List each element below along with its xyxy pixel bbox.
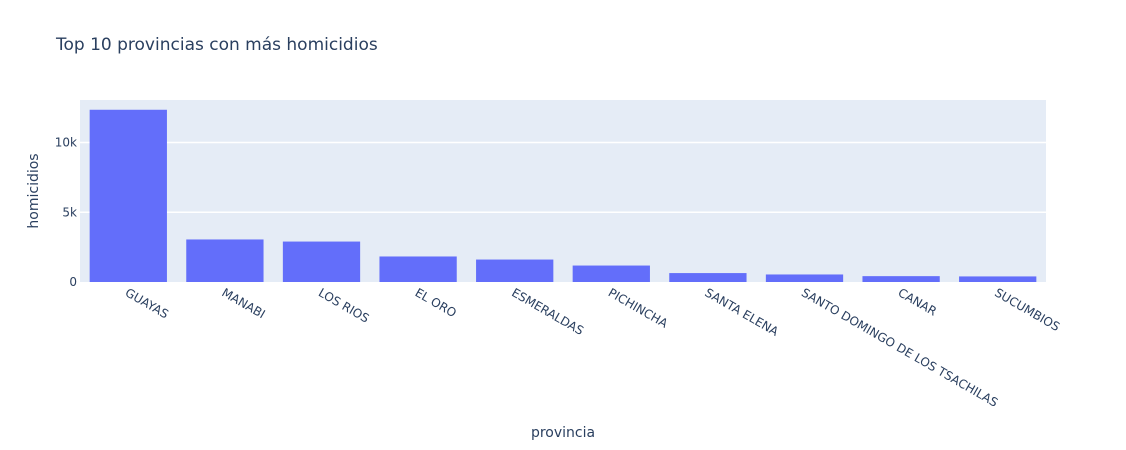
bar-esmeraldas[interactable] — [476, 259, 554, 282]
x-tick-label: MANABI — [219, 285, 267, 321]
bar-santa-elena[interactable] — [669, 273, 747, 282]
bar-santo-domingo-de-los-tsachilas[interactable] — [765, 274, 844, 282]
y-tick-labels: 0 5k 10k — [55, 136, 77, 289]
x-tick-label: PICHINCHA — [606, 285, 671, 331]
bar-guayas[interactable] — [89, 109, 167, 282]
grid-lines — [80, 141, 1046, 214]
y-tick-label: 10k — [55, 136, 77, 150]
bar-el-oro[interactable] — [379, 256, 457, 282]
x-tick-label: ESMERALDAS — [509, 285, 586, 337]
x-tick-label: SUCUMBIOS — [992, 285, 1062, 333]
x-tick-labels: GUAYAS MANABI LOS RIOS EL ORO ESMERALDAS PICH… — [123, 285, 1062, 409]
y-tick-label: 0 — [69, 275, 77, 289]
y-tick-label: 5k — [62, 205, 77, 219]
y-axis-title: homicidios — [26, 153, 42, 228]
bar-canar[interactable] — [862, 276, 940, 282]
bar-los-rios[interactable] — [282, 241, 361, 282]
x-tick-label: EL ORO — [413, 285, 459, 320]
bar-pichincha[interactable] — [572, 265, 650, 282]
x-tick-label: GUAYAS — [123, 285, 171, 321]
x-tick-label: CANAR — [896, 285, 939, 318]
bars — [89, 109, 1037, 282]
x-tick-label: SANTO DOMINGO DE LOS TSACHILAS — [799, 285, 1000, 409]
bar-manabi[interactable] — [186, 239, 264, 282]
x-axis-title: provincia — [531, 425, 595, 441]
chart-title: Top 10 provincias con más homicidios — [55, 35, 378, 55]
bar-sucumbios[interactable] — [959, 276, 1037, 282]
x-tick-label: SANTA ELENA — [702, 285, 781, 339]
x-tick-label: LOS RIOS — [316, 285, 372, 325]
